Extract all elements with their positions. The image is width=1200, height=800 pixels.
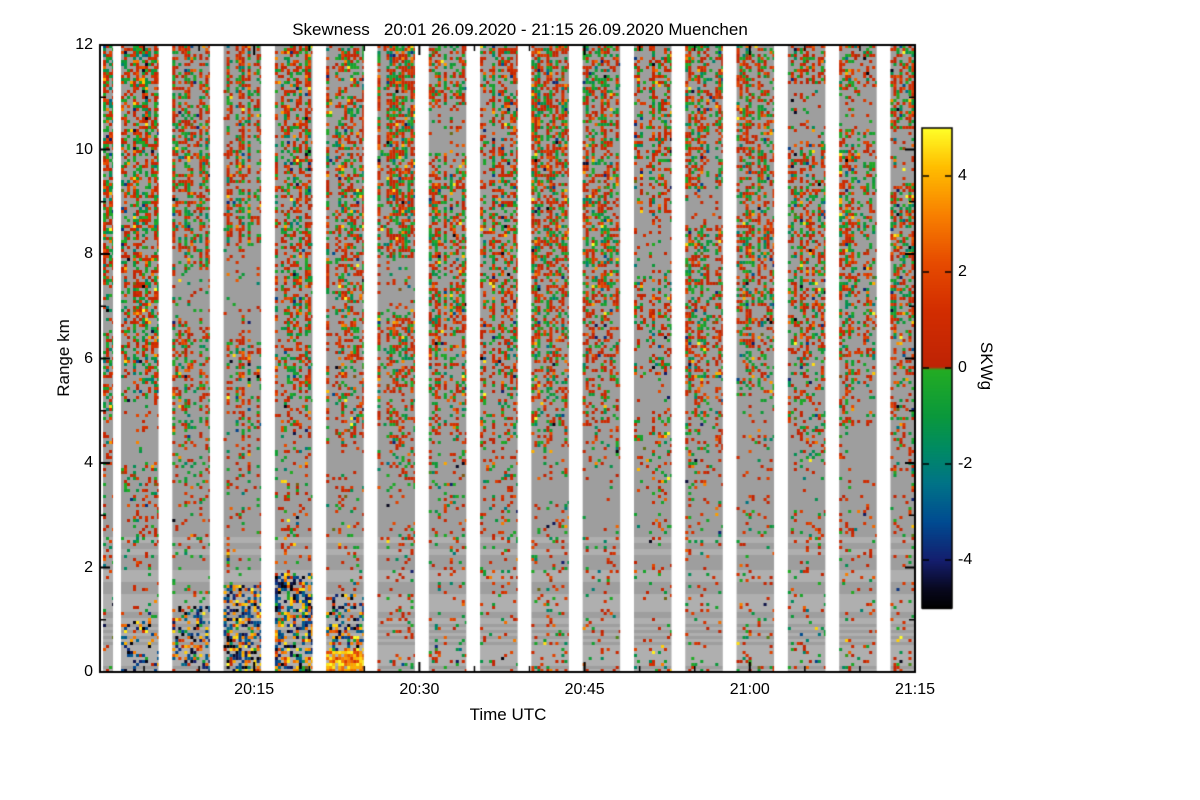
- chart-title: Skewness 20:01 26.09.2020 - 21:15 26.09.…: [292, 20, 748, 39]
- colorbar-label: SKWg: [977, 341, 996, 391]
- y-axis-label: Range km: [54, 319, 73, 397]
- x-axis-label: Time UTC: [469, 705, 547, 724]
